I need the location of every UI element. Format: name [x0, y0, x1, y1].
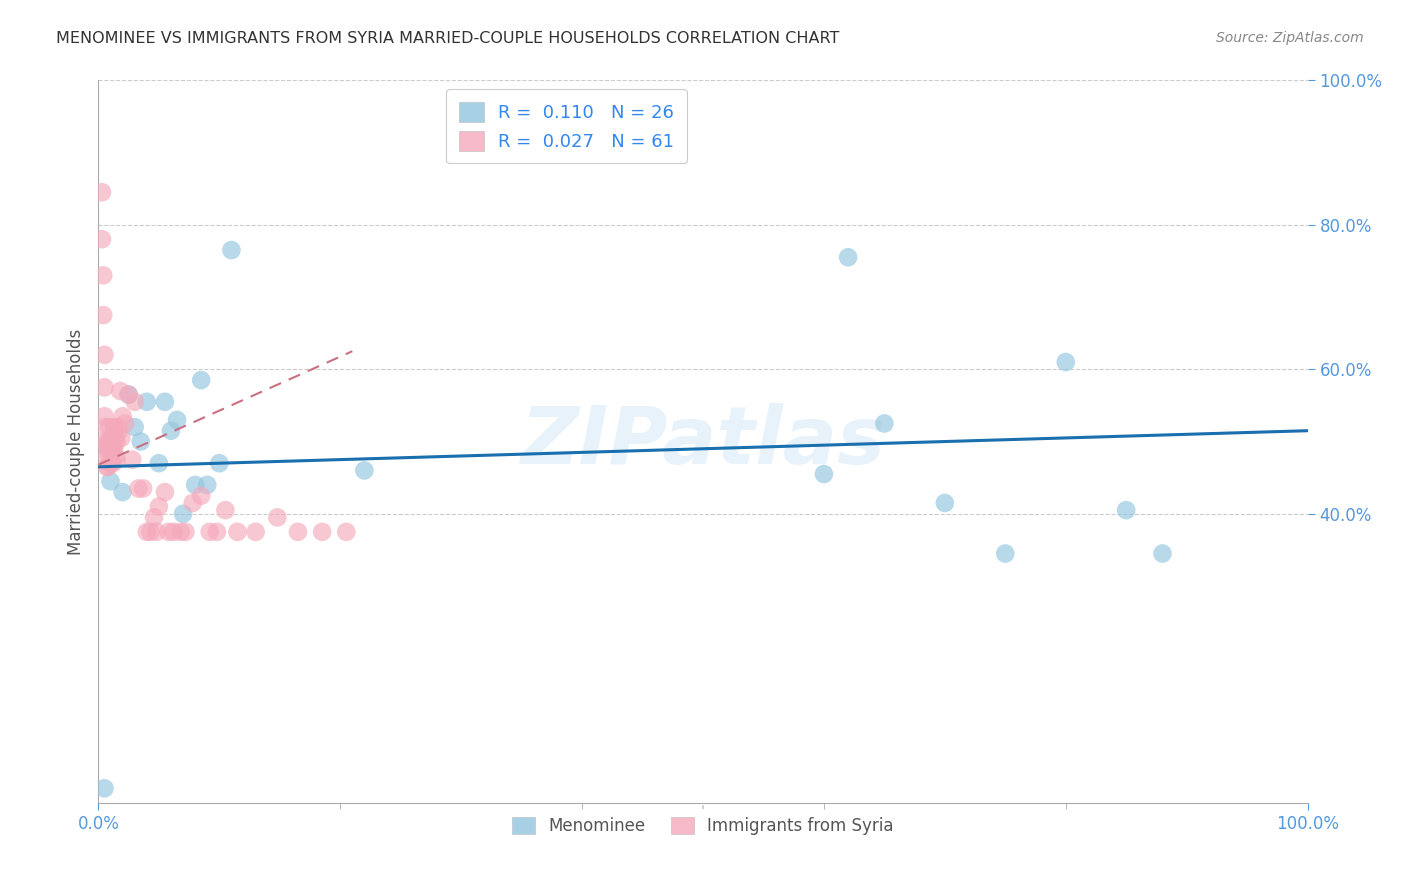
- Point: [96, 449, 118, 463]
- Point: [98, 420, 121, 434]
- Point: [107, 420, 129, 434]
- Point: [245, 524, 267, 539]
- Point: [157, 524, 180, 539]
- Point: [124, 394, 146, 409]
- Point: [101, 438, 124, 452]
- Point: [103, 442, 125, 456]
- Point: [837, 250, 859, 264]
- Point: [353, 463, 375, 477]
- Point: [311, 524, 333, 539]
- Point: [135, 524, 157, 539]
- Point: [166, 413, 188, 427]
- Text: Source: ZipAtlas.com: Source: ZipAtlas.com: [1216, 31, 1364, 45]
- Point: [335, 524, 357, 539]
- Point: [100, 431, 122, 445]
- Point: [96, 459, 118, 474]
- Point: [100, 475, 122, 489]
- Point: [198, 524, 221, 539]
- Point: [148, 500, 170, 514]
- Point: [195, 478, 218, 492]
- Point: [93, 380, 115, 394]
- Point: [172, 507, 194, 521]
- Point: [91, 308, 114, 322]
- Point: [934, 496, 956, 510]
- Point: [91, 232, 114, 246]
- Point: [118, 387, 141, 401]
- Point: [127, 482, 149, 496]
- Point: [104, 431, 127, 445]
- Point: [174, 524, 197, 539]
- Point: [93, 348, 115, 362]
- Point: [162, 524, 184, 539]
- Point: [105, 452, 128, 467]
- Point: [132, 482, 155, 496]
- Point: [1152, 547, 1174, 561]
- Point: [266, 510, 288, 524]
- Point: [208, 456, 231, 470]
- Point: [181, 496, 204, 510]
- Point: [160, 424, 183, 438]
- Point: [110, 431, 132, 445]
- Point: [135, 394, 157, 409]
- Point: [129, 434, 152, 449]
- Point: [118, 387, 141, 401]
- Point: [111, 485, 134, 500]
- Point: [111, 409, 134, 424]
- Point: [1115, 503, 1137, 517]
- Point: [100, 445, 122, 459]
- Y-axis label: Married-couple Households: Married-couple Households: [66, 328, 84, 555]
- Point: [108, 384, 131, 398]
- Point: [93, 409, 115, 424]
- Text: ZIPatlas: ZIPatlas: [520, 402, 886, 481]
- Point: [139, 524, 162, 539]
- Point: [143, 510, 166, 524]
- Point: [108, 424, 131, 438]
- Point: [873, 417, 896, 431]
- Point: [214, 503, 236, 517]
- Point: [184, 478, 207, 492]
- Point: [94, 420, 117, 434]
- Point: [221, 243, 243, 257]
- Point: [121, 452, 143, 467]
- Point: [94, 434, 117, 449]
- Point: [190, 373, 212, 387]
- Point: [100, 456, 122, 470]
- Point: [114, 417, 136, 431]
- Point: [148, 456, 170, 470]
- Point: [105, 434, 128, 449]
- Point: [190, 489, 212, 503]
- Point: [287, 524, 309, 539]
- Point: [97, 434, 120, 449]
- Point: [226, 524, 249, 539]
- Point: [91, 268, 114, 283]
- Point: [1054, 355, 1077, 369]
- Point: [145, 524, 167, 539]
- Point: [98, 442, 121, 456]
- Point: [101, 456, 124, 470]
- Point: [91, 186, 114, 200]
- Point: [103, 420, 125, 434]
- Point: [205, 524, 228, 539]
- Point: [104, 449, 127, 463]
- Point: [96, 438, 118, 452]
- Point: [153, 394, 176, 409]
- Point: [100, 434, 122, 449]
- Point: [994, 547, 1017, 561]
- Point: [97, 459, 120, 474]
- Point: [124, 420, 146, 434]
- Point: [813, 467, 835, 481]
- Point: [93, 781, 115, 796]
- Point: [97, 445, 120, 459]
- Legend: Menominee, Immigrants from Syria: Menominee, Immigrants from Syria: [502, 807, 904, 845]
- Text: MENOMINEE VS IMMIGRANTS FROM SYRIA MARRIED-COUPLE HOUSEHOLDS CORRELATION CHART: MENOMINEE VS IMMIGRANTS FROM SYRIA MARRI…: [56, 31, 839, 46]
- Point: [169, 524, 191, 539]
- Point: [153, 485, 176, 500]
